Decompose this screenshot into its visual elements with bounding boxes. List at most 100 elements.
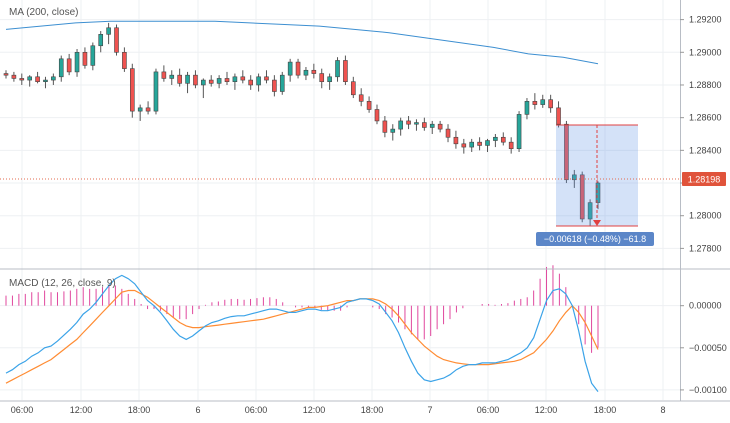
candle-body	[185, 74, 190, 84]
candle-body	[129, 68, 135, 112]
candle-body	[508, 141, 514, 150]
candle-body	[461, 143, 467, 148]
candle-body	[587, 202, 593, 220]
candle-body	[319, 73, 325, 83]
x-tick-label: 12:00	[70, 405, 93, 415]
candle-body	[3, 73, 9, 76]
candle-body	[122, 51, 127, 69]
candle-body	[477, 141, 482, 146]
candle-body	[437, 123, 443, 130]
candle-body	[153, 71, 159, 112]
candle-body	[169, 74, 175, 79]
candle-body	[358, 94, 364, 102]
candle-body	[287, 61, 293, 76]
candle-body	[493, 136, 498, 141]
candle-body	[429, 123, 435, 128]
candle-body	[90, 45, 96, 66]
candle-body	[343, 60, 348, 83]
candle-body	[98, 34, 104, 47]
candle-body	[82, 51, 88, 66]
candle-body	[256, 76, 261, 86]
y-tick-label: 1.27800	[689, 243, 722, 253]
x-tick-label: 6	[195, 405, 200, 415]
x-tick-label: 18:00	[361, 405, 384, 415]
macd-y-tick-label: −0.00100	[689, 385, 727, 395]
candle-body	[74, 51, 80, 73]
candle-body	[19, 78, 25, 81]
x-tick-label: 7	[427, 405, 432, 415]
candle-body	[564, 123, 569, 181]
candle-body	[279, 74, 285, 92]
candle-body	[595, 182, 601, 203]
candle-body	[548, 99, 553, 109]
candle-body	[303, 69, 309, 76]
candle-body	[327, 76, 332, 83]
candle-body	[264, 76, 269, 81]
candle-body	[453, 136, 459, 145]
candle-body	[114, 27, 119, 53]
candle-body	[201, 79, 206, 86]
y-tick-label: 1.28400	[689, 145, 722, 155]
candle-body	[572, 174, 577, 181]
measure-label: −0.00618 (−0.48%) −61.8	[544, 234, 646, 244]
candle-body	[216, 78, 222, 84]
candle-body	[406, 120, 411, 125]
macd-y-tick-label: 0.00000	[689, 301, 722, 311]
candle-body	[382, 120, 388, 133]
candle-body	[485, 140, 490, 146]
candle-body	[193, 74, 198, 86]
candle-body	[398, 120, 403, 130]
x-tick-label: 06:00	[477, 405, 500, 415]
x-tick-label: 18:00	[128, 405, 151, 415]
y-tick-label: 1.28600	[689, 113, 722, 123]
x-tick-label: 12:00	[535, 405, 558, 415]
grid	[0, 0, 680, 400]
macd-y-tick-label: −0.00050	[689, 343, 727, 353]
measure-label-box	[536, 232, 654, 247]
x-tick-label: 06:00	[245, 405, 268, 415]
ma-line	[5, 20, 599, 65]
measure-arrow-head	[593, 220, 601, 227]
candle-body	[145, 107, 151, 112]
x-tick-label: 18:00	[594, 405, 617, 415]
candle-body	[414, 122, 419, 125]
candle-body	[335, 60, 340, 78]
candle-body	[295, 61, 301, 76]
candle-body	[390, 128, 396, 133]
candle-body	[137, 107, 143, 112]
candle-body	[311, 69, 317, 74]
candle-body	[351, 81, 356, 96]
candle-body	[516, 114, 522, 150]
candle-body	[540, 99, 546, 105]
candle-body	[177, 74, 182, 84]
candle-body	[469, 141, 475, 148]
candle-body	[43, 79, 48, 83]
candle-body	[445, 128, 451, 138]
candlestick-series	[3, 22, 601, 226]
candle-body	[208, 79, 214, 84]
macd-label[interactable]: MACD (12, 26, close, 9)	[9, 278, 116, 289]
x-tick-label: 12:00	[303, 405, 326, 415]
candle-body	[248, 79, 253, 86]
candle-body	[556, 107, 561, 125]
candle-body	[66, 58, 72, 73]
macd-panel	[5, 265, 599, 392]
candle-body	[272, 79, 277, 92]
candle-body	[366, 101, 372, 110]
candle-body	[500, 136, 506, 143]
indicator-label[interactable]: MA (200, close)	[9, 7, 78, 18]
candle-body	[161, 71, 167, 79]
candle-body	[58, 58, 64, 78]
candle-body	[524, 101, 530, 115]
current-price-label: 1.28198	[688, 175, 721, 185]
x-tick-label: 06:00	[11, 405, 34, 415]
x-tick-label: 8	[660, 405, 665, 415]
candle-body	[579, 174, 585, 220]
candle-body	[224, 78, 230, 83]
candle-body	[35, 76, 40, 83]
measurement-tool[interactable]: −0.00618 (−0.48%) −61.8	[536, 124, 654, 247]
y-tick-label: 1.28800	[689, 80, 722, 90]
candle-body	[240, 76, 246, 81]
